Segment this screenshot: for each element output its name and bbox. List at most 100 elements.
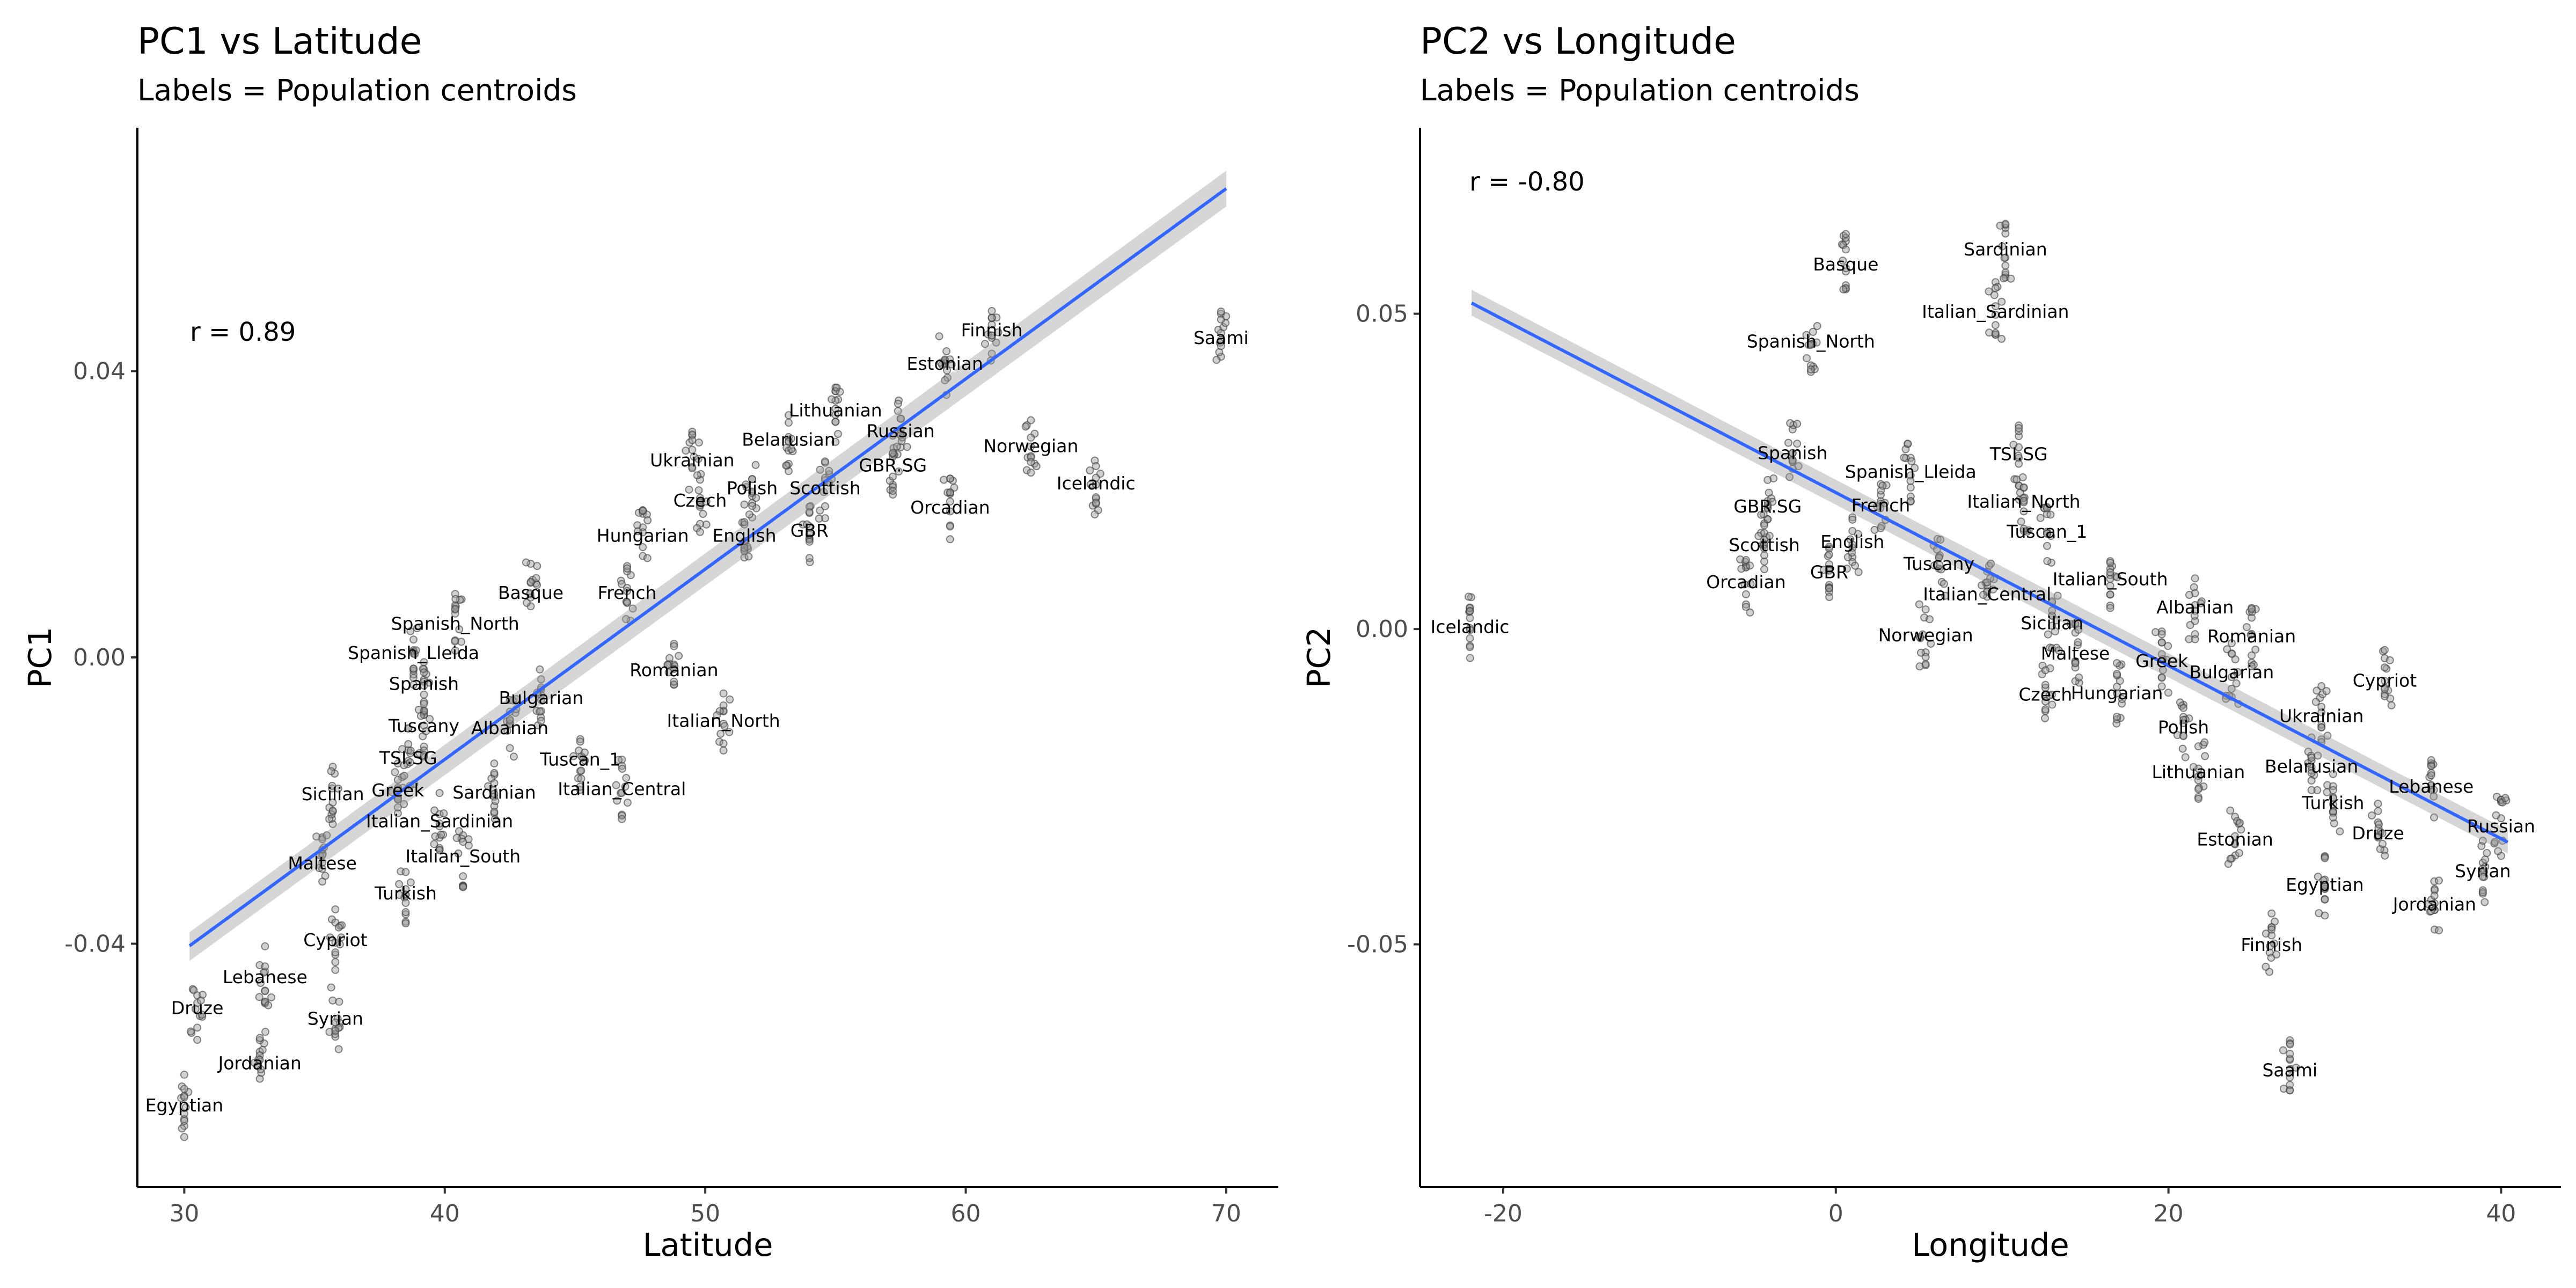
y-tick-label: 0.00 <box>73 644 126 671</box>
sample-point <box>2242 623 2251 632</box>
axis-ticks: -20 0 20 40 -0.05 0.00 0.05 <box>1347 301 2516 1227</box>
centroid-label: Tuscany <box>388 715 459 736</box>
sample-point <box>740 500 749 509</box>
sample-point <box>1027 416 1035 425</box>
sample-point <box>2380 646 2389 654</box>
sample-point <box>1027 458 1035 466</box>
sample-point <box>784 419 793 427</box>
sample-point <box>2434 876 2443 885</box>
sample-point <box>1839 241 1848 250</box>
sample-point <box>2113 683 2121 691</box>
sample-point <box>2158 666 2167 675</box>
sample-point <box>2427 771 2435 780</box>
sample-point <box>401 908 410 917</box>
sample-point <box>577 766 586 775</box>
sample-point <box>2001 229 2010 238</box>
sample-point <box>2314 873 2322 881</box>
sample-point <box>2048 606 2057 615</box>
sample-point <box>1825 544 1833 553</box>
sample-point <box>537 696 545 705</box>
x-tick-label: 30 <box>169 1200 199 1227</box>
sample-point <box>2047 558 2055 567</box>
sample-point <box>196 996 205 1005</box>
sample-point <box>623 799 632 807</box>
sample-point <box>719 689 728 698</box>
sample-point <box>331 905 340 913</box>
sample-point <box>2267 923 2276 932</box>
sample-point <box>670 677 678 686</box>
sample-point <box>400 761 408 770</box>
sample-point <box>2164 689 2172 697</box>
sample-point <box>1873 502 1882 511</box>
sample-point <box>816 506 824 515</box>
sample-point <box>2041 684 2050 692</box>
sample-point <box>2262 962 2270 971</box>
centroid-label: Turkish <box>2301 792 2364 813</box>
sample-point <box>1769 474 1778 482</box>
sample-point <box>2019 526 2028 535</box>
centroid-label: Spanish <box>1758 442 1827 463</box>
sample-point <box>2227 673 2236 682</box>
sample-point <box>2015 421 2023 430</box>
sample-point <box>334 923 343 932</box>
sample-point <box>400 771 408 780</box>
sample-point <box>1848 548 1856 557</box>
sample-point <box>435 846 444 854</box>
sample-point <box>719 739 728 748</box>
sample-point <box>1990 291 1999 299</box>
sample-point <box>1911 464 1919 472</box>
sample-point <box>745 510 753 519</box>
sample-point <box>833 430 842 438</box>
sample-point <box>1793 440 1802 448</box>
sample-point <box>2248 662 2256 671</box>
sample-point <box>670 640 678 648</box>
sample-point <box>2248 605 2256 613</box>
sample-point <box>612 781 620 789</box>
sample-point <box>2036 514 2045 522</box>
sample-point <box>2054 646 2063 655</box>
panel-title: PC1 vs Latitude <box>137 20 422 63</box>
centroid-label: Italian_South <box>2053 568 2168 589</box>
sample-point <box>401 890 410 899</box>
sample-point <box>255 1036 264 1044</box>
sample-point <box>885 477 894 485</box>
sample-point <box>454 849 463 858</box>
sample-point <box>318 877 327 886</box>
sample-point <box>2286 1065 2294 1073</box>
sample-point <box>2279 1046 2287 1055</box>
sample-point <box>422 727 430 735</box>
sample-point <box>2043 557 2052 565</box>
sample-point <box>946 535 954 544</box>
sample-point <box>2019 496 2028 505</box>
sample-point <box>522 558 530 567</box>
sample-point <box>748 475 757 484</box>
sample-point <box>2223 645 2231 654</box>
sample-point <box>2227 639 2236 647</box>
sample-point <box>748 502 757 510</box>
sample-point <box>2427 762 2435 771</box>
sample-point <box>2286 1080 2294 1089</box>
sample-point <box>2317 720 2326 729</box>
sample-point <box>742 480 750 489</box>
sample-point <box>2272 950 2281 959</box>
centroid-label: Albanian <box>2156 597 2234 618</box>
sample-point <box>1741 603 1750 611</box>
sample-point <box>420 751 428 759</box>
sample-point <box>1222 312 1231 320</box>
sample-point <box>2048 621 2057 630</box>
sample-point <box>740 520 749 529</box>
sample-point <box>744 552 753 561</box>
sample-point <box>393 775 402 784</box>
x-axis-title: Longitude <box>1912 1226 2069 1263</box>
centroid-label: GBR <box>1810 561 1848 582</box>
sample-point <box>261 987 269 996</box>
sample-point <box>2075 673 2083 682</box>
sample-point <box>784 437 793 446</box>
sample-point <box>331 958 340 967</box>
sample-point <box>1741 600 1750 609</box>
y-tick-label: 0.04 <box>73 357 126 385</box>
sample-point <box>941 376 949 385</box>
sample-point <box>2047 691 2056 699</box>
sample-point <box>1813 321 1821 330</box>
sample-point <box>2317 682 2326 690</box>
